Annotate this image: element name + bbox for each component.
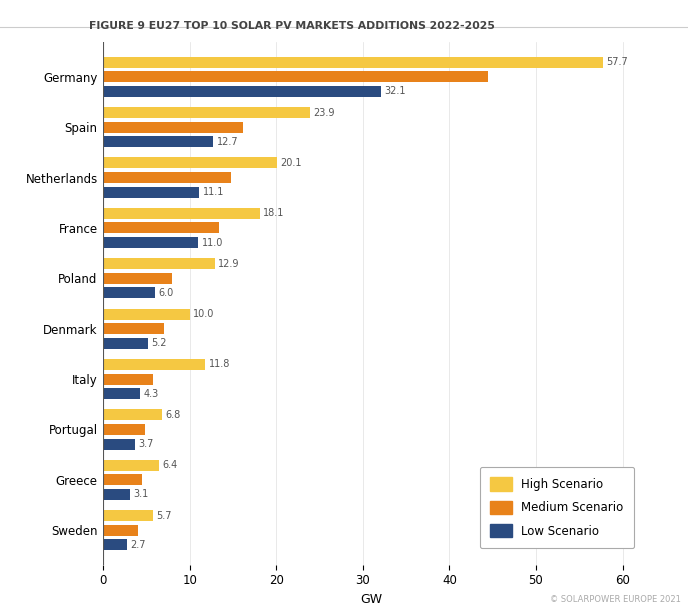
Text: 6.8: 6.8 [166,410,181,420]
Bar [103,308,190,320]
Bar [103,539,127,551]
Text: 3.1: 3.1 [133,489,149,500]
Bar [103,373,153,385]
Bar [103,86,381,97]
Text: 5.7: 5.7 [156,510,171,521]
Bar [103,56,603,68]
X-axis label: GW: GW [361,593,383,606]
Bar [103,157,277,169]
Bar [103,337,148,349]
Text: FIGURE 9 EU27 TOP 10 SOLAR PV MARKETS ADDITIONS 2022-2025: FIGURE 9 EU27 TOP 10 SOLAR PV MARKETS AD… [89,21,495,31]
Bar [103,323,164,334]
Text: 5.2: 5.2 [151,338,167,348]
Text: 10.0: 10.0 [193,309,215,319]
Bar [103,524,138,536]
Bar [103,121,244,133]
Text: 12.7: 12.7 [217,137,238,147]
Bar [103,237,198,248]
Text: 6.4: 6.4 [162,460,178,470]
Text: © SOLARPOWER EUROPE 2021: © SOLARPOWER EUROPE 2021 [550,595,681,604]
Bar [103,258,215,270]
Bar [103,71,488,83]
Bar [103,172,231,183]
Text: 23.9: 23.9 [314,107,335,118]
Text: 3.7: 3.7 [139,439,154,449]
Bar [103,359,205,370]
Text: 11.1: 11.1 [203,187,224,197]
Text: 2.7: 2.7 [130,540,146,550]
Bar [103,409,162,421]
Text: 12.9: 12.9 [218,259,240,269]
Text: 18.1: 18.1 [264,208,285,219]
Text: 6.0: 6.0 [159,288,174,298]
Text: 57.7: 57.7 [606,57,628,67]
Bar [103,438,136,450]
Bar [103,186,200,198]
Text: 11.8: 11.8 [208,359,230,370]
Bar [103,510,153,521]
Bar [103,459,159,471]
Bar [103,388,140,399]
Bar [103,474,142,486]
Text: 4.3: 4.3 [144,388,159,399]
Bar [103,136,213,148]
Text: 11.0: 11.0 [202,237,223,248]
Bar [103,424,144,435]
Legend: High Scenario, Medium Scenario, Low Scenario: High Scenario, Medium Scenario, Low Scen… [480,467,634,548]
Text: 20.1: 20.1 [281,158,302,168]
Bar [103,273,173,284]
Bar [103,489,130,500]
Bar [103,208,260,219]
Bar [103,107,310,118]
Bar [103,287,155,299]
Bar [103,222,219,234]
Text: 32.1: 32.1 [385,86,406,97]
